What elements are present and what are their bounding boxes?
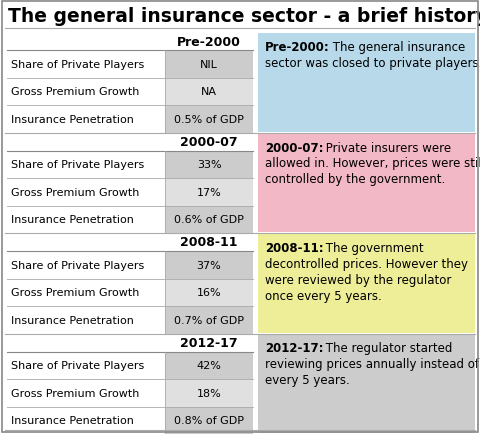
Text: once every 5 years.: once every 5 years. bbox=[265, 289, 382, 302]
Bar bbox=[165, 51, 253, 78]
Text: 0.5% of GDP: 0.5% of GDP bbox=[174, 115, 244, 125]
Bar bbox=[258, 234, 475, 333]
Text: Share of Private Players: Share of Private Players bbox=[11, 59, 144, 69]
Text: Private insurers were: Private insurers were bbox=[322, 141, 451, 154]
Text: Pre-2000: Pre-2000 bbox=[177, 36, 241, 48]
Text: 2012-17: 2012-17 bbox=[180, 336, 238, 349]
Bar bbox=[165, 78, 253, 106]
Text: Pre-2000:: Pre-2000: bbox=[265, 41, 330, 54]
Bar bbox=[258, 335, 475, 433]
Bar bbox=[165, 407, 253, 434]
Text: The regulator started: The regulator started bbox=[322, 342, 452, 355]
Text: Gross Premium Growth: Gross Premium Growth bbox=[11, 87, 139, 97]
Text: Insurance Penetration: Insurance Penetration bbox=[11, 415, 134, 425]
Bar bbox=[165, 151, 253, 178]
Bar bbox=[165, 206, 253, 233]
Text: every 5 years.: every 5 years. bbox=[265, 374, 350, 387]
Bar bbox=[165, 251, 253, 279]
Text: 2008-11:: 2008-11: bbox=[265, 241, 324, 254]
Bar bbox=[165, 379, 253, 407]
Bar bbox=[165, 106, 253, 133]
Text: 37%: 37% bbox=[197, 260, 221, 270]
Text: 2000-07:: 2000-07: bbox=[265, 141, 324, 154]
Text: allowed in. However, prices were still: allowed in. However, prices were still bbox=[265, 157, 480, 170]
Bar bbox=[258, 34, 475, 132]
Text: Gross Premium Growth: Gross Premium Growth bbox=[11, 187, 139, 197]
Text: 0.8% of GDP: 0.8% of GDP bbox=[174, 415, 244, 425]
Text: 42%: 42% bbox=[197, 360, 221, 370]
Text: The government: The government bbox=[322, 241, 423, 254]
Text: reviewing prices annually instead of: reviewing prices annually instead of bbox=[265, 358, 479, 371]
Text: Share of Private Players: Share of Private Players bbox=[11, 360, 144, 370]
Text: NIL: NIL bbox=[200, 59, 218, 69]
Text: sector was closed to private players.: sector was closed to private players. bbox=[265, 57, 480, 70]
Text: 0.6% of GDP: 0.6% of GDP bbox=[174, 215, 244, 225]
Text: The general insurance: The general insurance bbox=[329, 41, 465, 54]
Text: NA: NA bbox=[201, 87, 217, 97]
Text: 2000-07: 2000-07 bbox=[180, 136, 238, 149]
Bar bbox=[165, 279, 253, 306]
Bar bbox=[165, 178, 253, 206]
Text: 2012-17:: 2012-17: bbox=[265, 342, 324, 355]
Text: 18%: 18% bbox=[197, 388, 221, 398]
Text: 17%: 17% bbox=[197, 187, 221, 197]
Text: 33%: 33% bbox=[197, 160, 221, 170]
Bar bbox=[165, 306, 253, 334]
Text: Share of Private Players: Share of Private Players bbox=[11, 260, 144, 270]
Text: controlled by the government.: controlled by the government. bbox=[265, 173, 445, 186]
Text: 16%: 16% bbox=[197, 288, 221, 298]
Text: Insurance Penetration: Insurance Penetration bbox=[11, 315, 134, 325]
Bar bbox=[165, 352, 253, 379]
Bar bbox=[258, 134, 475, 233]
Text: Gross Premium Growth: Gross Premium Growth bbox=[11, 288, 139, 298]
Text: Insurance Penetration: Insurance Penetration bbox=[11, 215, 134, 225]
Text: were reviewed by the regulator: were reviewed by the regulator bbox=[265, 273, 451, 286]
Text: The general insurance sector - a brief history: The general insurance sector - a brief h… bbox=[8, 7, 480, 26]
Text: decontrolled prices. However they: decontrolled prices. However they bbox=[265, 257, 468, 270]
Text: Insurance Penetration: Insurance Penetration bbox=[11, 115, 134, 125]
Text: Share of Private Players: Share of Private Players bbox=[11, 160, 144, 170]
Text: 2008-11: 2008-11 bbox=[180, 236, 238, 249]
Text: 0.7% of GDP: 0.7% of GDP bbox=[174, 315, 244, 325]
Text: Gross Premium Growth: Gross Premium Growth bbox=[11, 388, 139, 398]
